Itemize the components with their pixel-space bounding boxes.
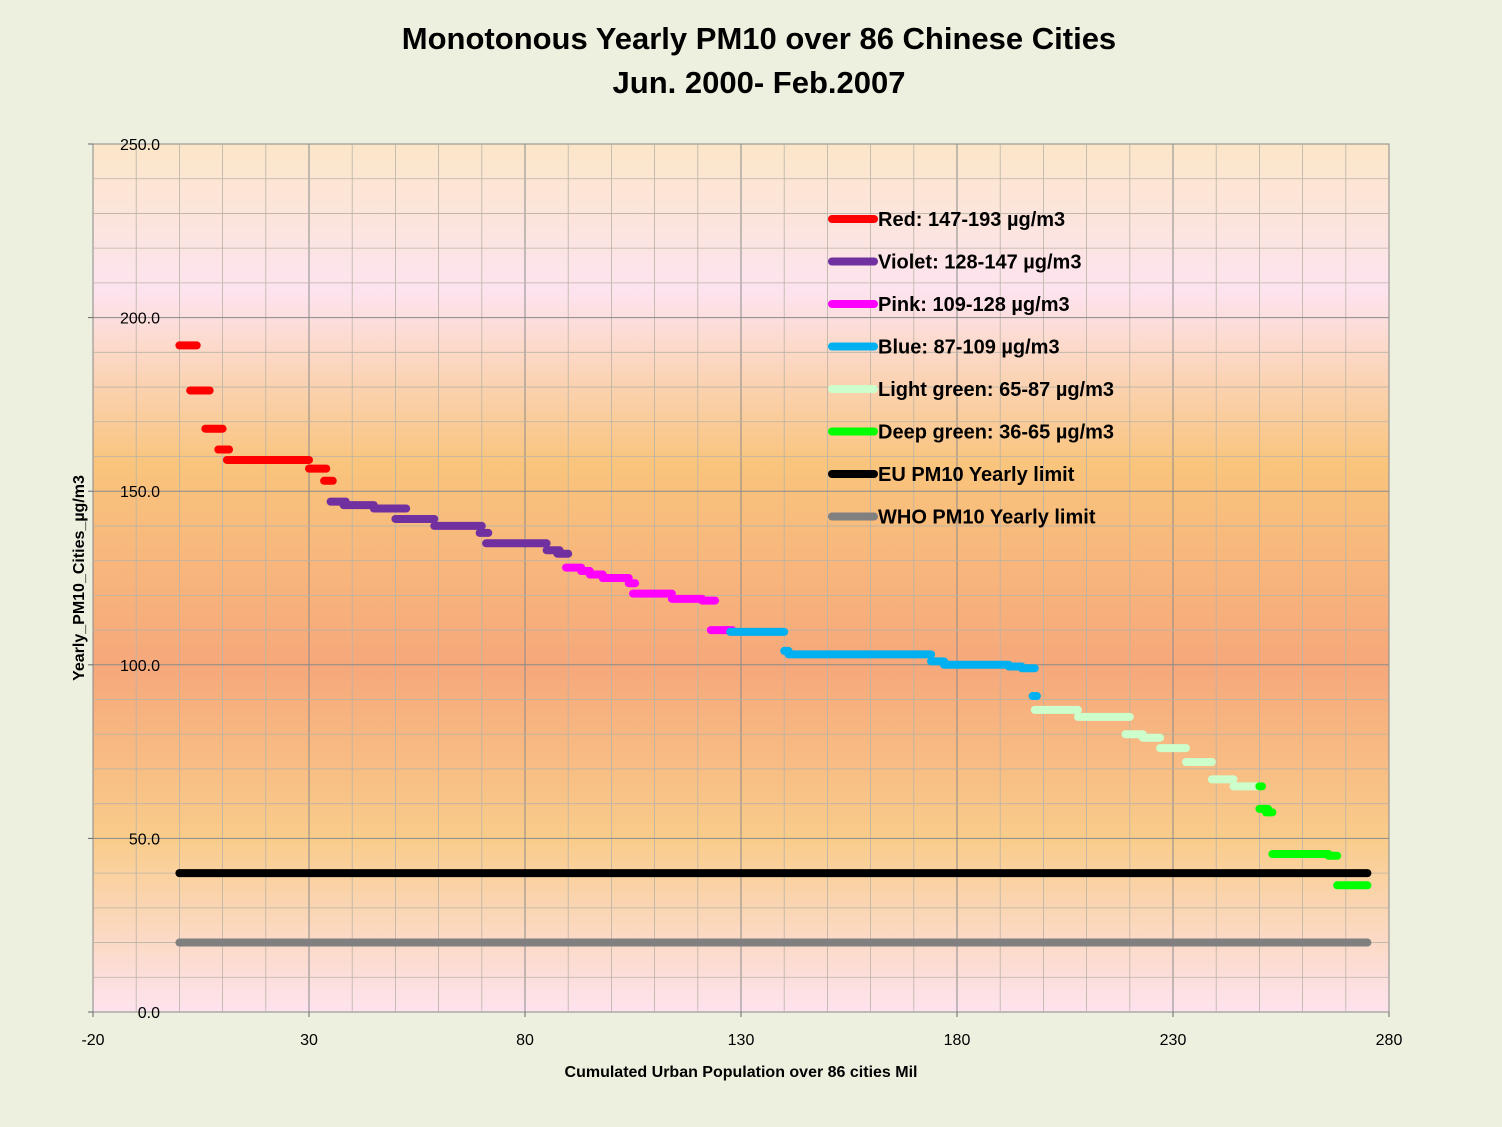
legend-label: EU PM10 Yearly limit (878, 464, 1075, 486)
legend: Red: 147-193 µg/m3 Violet: 128-147 µg/m3 P… (828, 209, 1114, 529)
x-tick-label: 180 (944, 1032, 971, 1049)
x-tick-label: -20 (81, 1032, 104, 1049)
y-tick-label: 200.0 (120, 311, 160, 328)
legend-item: WHO PM10 Yearly limit (828, 507, 1096, 529)
legend-label: Pink: 109-128 µg/m3 (878, 294, 1070, 316)
y-axis-title: Yearly_PM10_Cities_µg/m3 (71, 475, 88, 681)
x-tick-label: 230 (1160, 1032, 1187, 1049)
series-5 (1255, 782, 1372, 890)
series-3 (726, 627, 1041, 701)
x-tick-label: 30 (300, 1032, 318, 1049)
chart-subtitle: Jun. 2000- Feb.2007 (613, 65, 906, 100)
series-0 (175, 341, 337, 485)
chart-title: Monotonous Yearly PM10 over 86 Chinese C… (402, 21, 1116, 56)
legend-item: Red: 147-193 µg/m3 (828, 209, 1065, 231)
legend-item: Violet: 128-147 µg/m3 (828, 252, 1081, 274)
x-tick-label: 280 (1376, 1032, 1403, 1049)
y-tick-label: 150.0 (120, 484, 160, 501)
x-axis-title: Cumulated Urban Population over 86 citie… (565, 1064, 918, 1081)
legend-label: Violet: 128-147 µg/m3 (878, 252, 1081, 274)
y-tick-label: 50.0 (129, 831, 160, 848)
ticks: -20 30 80 130 180 230 280 0.0 50.0 100.0 150.0 200.… (81, 137, 1402, 1049)
legend-item: Pink: 109-128 µg/m3 (828, 294, 1070, 316)
legend-item: Blue: 87-109 µg/m3 (828, 337, 1060, 359)
y-tick-label: 0.0 (138, 1005, 160, 1022)
legend-label: WHO PM10 Yearly limit (878, 507, 1096, 529)
y-tick-label: 250.0 (120, 137, 160, 154)
legend-item: Deep green: 36-65 µg/m3 (828, 422, 1114, 444)
series-1 (326, 497, 573, 558)
legend-label: Deep green: 36-65 µg/m3 (878, 422, 1114, 444)
legend-label: Blue: 87-109 µg/m3 (878, 337, 1060, 359)
legend-label: Light green: 65-87 µg/m3 (878, 379, 1114, 401)
x-tick-label: 80 (516, 1032, 534, 1049)
series-layer (175, 341, 1372, 947)
legend-label: Red: 147-193 µg/m3 (878, 209, 1065, 231)
legend-item: EU PM10 Yearly limit (828, 464, 1075, 486)
y-tick-label: 100.0 (120, 658, 160, 675)
series-4 (1030, 705, 1264, 791)
x-tick-label: 130 (728, 1032, 755, 1049)
legend-item: Light green: 65-87 µg/m3 (828, 379, 1114, 401)
